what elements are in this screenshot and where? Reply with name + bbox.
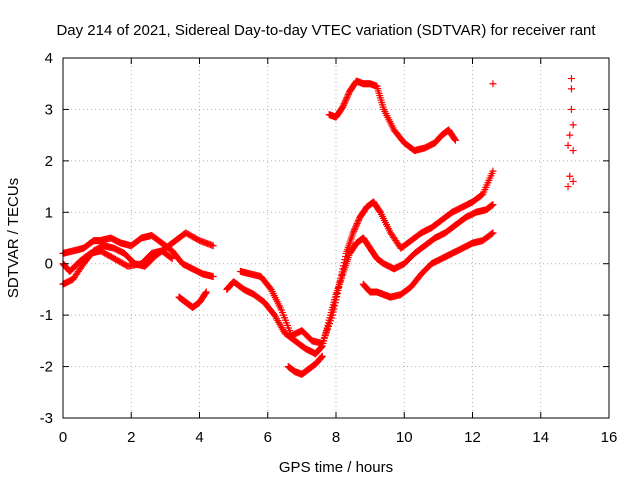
data-point: [342, 95, 350, 103]
data-point: [569, 177, 577, 185]
data-point: [330, 305, 338, 313]
data-point: [340, 262, 348, 270]
x-tick-label: 4: [195, 429, 203, 446]
data-point: [567, 105, 575, 113]
data-point: [343, 94, 351, 102]
data-point: [344, 92, 352, 100]
data-point: [352, 223, 360, 231]
y-tick-label: -3: [40, 410, 53, 427]
data-point: [342, 253, 350, 261]
data-point: [488, 230, 496, 238]
chart-title: Day 214 of 2021, Sidereal Day-to-day VTE…: [56, 22, 596, 39]
y-axis-label: SDTVAR / TECUs: [5, 178, 22, 298]
data-point: [489, 167, 497, 175]
data-point: [349, 229, 357, 237]
data-point: [566, 172, 574, 180]
data-point: [202, 288, 210, 296]
y-tick-label: 3: [45, 101, 53, 118]
data-point: [569, 147, 577, 155]
data-point: [318, 352, 326, 360]
data-point: [339, 103, 347, 111]
data-point: [329, 308, 337, 316]
data-point: [331, 299, 339, 307]
data-point: [317, 354, 325, 362]
y-tick-label: -1: [40, 307, 53, 324]
x-tick-label: 14: [532, 429, 549, 446]
data-point: [376, 207, 384, 215]
x-tick-label: 12: [464, 429, 481, 446]
data-point: [355, 217, 363, 225]
data-point: [569, 121, 577, 129]
series-track-4: [175, 288, 210, 311]
data-point: [341, 98, 349, 106]
data-point: [351, 224, 359, 232]
data-point: [489, 80, 497, 88]
y-tick-label: 4: [45, 50, 53, 67]
x-tick-label: 8: [332, 429, 340, 446]
data-point: [167, 254, 175, 262]
grid: [63, 58, 609, 418]
data-point: [344, 91, 352, 99]
data-point: [567, 85, 575, 93]
x-tick-label: 0: [59, 429, 67, 446]
data-point: [331, 302, 339, 310]
x-axis-label: GPS time / hours: [279, 459, 393, 476]
series-track-3: [59, 247, 176, 275]
series-isolated: [489, 75, 577, 191]
x-tick-label: 10: [396, 429, 413, 446]
data-point: [337, 271, 345, 279]
data-point: [333, 293, 341, 301]
data-point: [339, 265, 347, 273]
y-tick-label: 2: [45, 153, 53, 170]
series-track-1: [59, 231, 217, 281]
data-point: [340, 100, 348, 108]
data-points: [59, 75, 577, 378]
y-tick-label: 1: [45, 204, 53, 221]
data-point: [337, 274, 345, 282]
data-point: [350, 227, 358, 235]
series-track-9: [359, 229, 497, 301]
data-point: [489, 229, 497, 237]
series-track-8: [325, 77, 459, 155]
data-point: [202, 289, 210, 297]
data-point: [451, 135, 459, 143]
data-point: [336, 277, 344, 285]
x-tick-label: 6: [264, 429, 272, 446]
data-point: [338, 268, 346, 276]
data-point: [209, 242, 217, 250]
data-point: [332, 296, 340, 304]
data-point: [350, 226, 358, 234]
data-point: [342, 97, 350, 105]
data-point: [340, 259, 348, 267]
x-tick-label: 2: [127, 429, 135, 446]
series-track-7: [284, 352, 326, 378]
data-point: [340, 101, 348, 109]
data-point: [341, 256, 349, 264]
data-point: [335, 283, 343, 291]
data-point: [333, 290, 341, 298]
data-point: [318, 353, 326, 361]
data-point: [353, 220, 361, 228]
y-tick-label: -2: [40, 359, 53, 376]
data-point: [489, 201, 497, 209]
data-point: [209, 273, 217, 281]
data-point: [335, 280, 343, 288]
data-point: [567, 75, 575, 83]
data-point: [451, 136, 459, 144]
data-point: [354, 218, 362, 226]
data-point: [564, 141, 572, 149]
series-track-6: [236, 167, 497, 347]
data-point: [329, 311, 337, 319]
x-tick-label: 16: [601, 429, 618, 446]
data-point: [566, 131, 574, 139]
y-tick-label: 0: [45, 256, 53, 273]
data-point: [352, 221, 360, 229]
data-point: [168, 255, 176, 263]
data-point: [564, 183, 572, 191]
data-point: [334, 286, 342, 294]
